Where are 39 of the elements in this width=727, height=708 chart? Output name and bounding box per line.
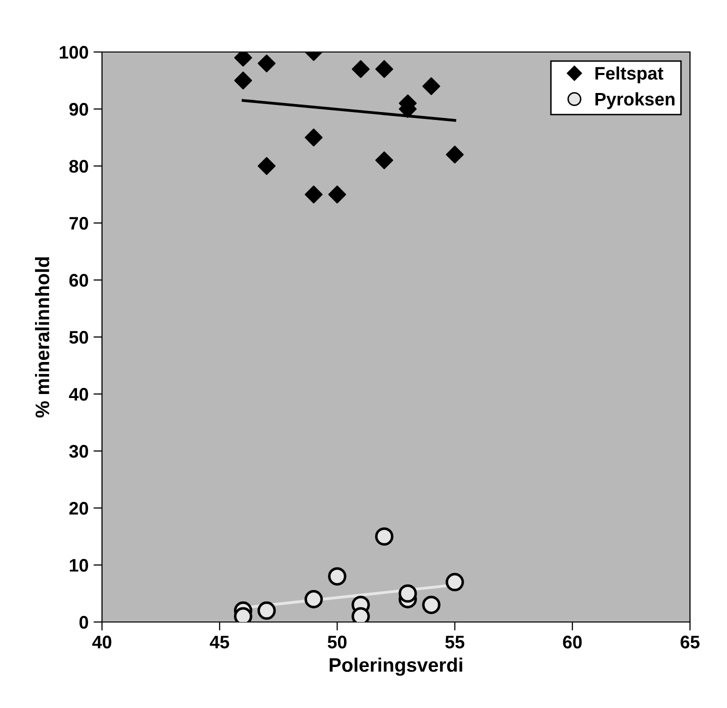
x-tick-label: 40 xyxy=(92,636,112,648)
y-axis-title: % mineralinnhold xyxy=(35,257,50,418)
y-tick-label: 40 xyxy=(69,388,88,401)
y-tick-label: 10 xyxy=(70,558,88,572)
point xyxy=(328,186,346,204)
y-tick-label: 60 xyxy=(69,274,88,287)
x-tick-label: 45 xyxy=(210,636,230,648)
point xyxy=(422,596,440,614)
y-tick-label: 0 xyxy=(79,616,88,629)
point xyxy=(258,54,276,72)
point xyxy=(352,60,370,78)
point xyxy=(304,590,323,608)
y-tick-label: 70 xyxy=(70,216,88,230)
point xyxy=(375,60,394,78)
point xyxy=(257,601,276,620)
point xyxy=(446,572,464,592)
legend-label: Pyroksen xyxy=(595,92,674,110)
point xyxy=(304,186,323,204)
point xyxy=(398,584,417,603)
point xyxy=(375,151,394,170)
point xyxy=(328,567,346,586)
point xyxy=(446,146,464,164)
y-tick-label: 90 xyxy=(69,102,88,116)
x-tick-label: 65 xyxy=(680,636,700,648)
point xyxy=(304,128,323,146)
y-tick-label: 30 xyxy=(69,444,88,458)
x-tick-label: 50 xyxy=(328,636,347,648)
point xyxy=(375,527,394,546)
x-axis-title: Poleringsverdi xyxy=(330,658,462,676)
y-tick-label: 50 xyxy=(69,330,88,344)
legend-label: Feltspat xyxy=(595,66,664,84)
y-tick-label: 80 xyxy=(69,160,88,173)
y-tick-label: 100 xyxy=(60,46,88,59)
y-tick-label: 20 xyxy=(69,502,88,515)
point xyxy=(422,77,440,96)
point xyxy=(258,157,276,175)
x-tick-label: 55 xyxy=(445,636,464,648)
x-tick-label: 60 xyxy=(563,636,582,648)
point xyxy=(234,72,252,90)
